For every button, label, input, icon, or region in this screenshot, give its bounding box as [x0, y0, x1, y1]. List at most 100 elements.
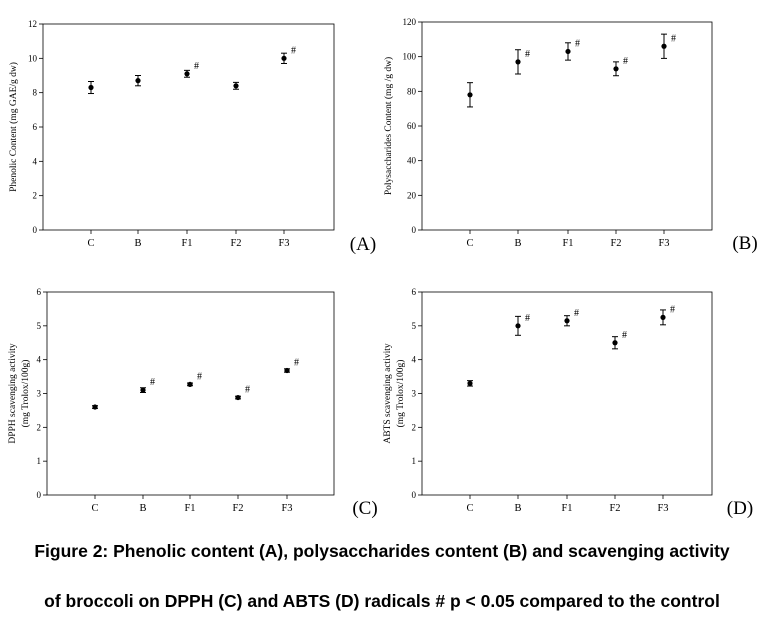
- y-tick-label: 3: [412, 389, 417, 399]
- significance-mark: #: [670, 304, 675, 315]
- y-tick-label: 8: [33, 88, 38, 98]
- y-axis-label-unit: (mg Trolox/100g): [20, 360, 31, 428]
- y-tick-label: 0: [412, 490, 417, 500]
- data-point: [92, 404, 98, 410]
- y-tick-label: 1: [37, 456, 42, 466]
- significance-mark: #: [291, 45, 296, 56]
- x-tick-label: F3: [658, 238, 669, 249]
- figure-caption-line-1: Figure 2: Phenolic content (A), polysacc…: [34, 541, 730, 561]
- x-tick-label: F1: [184, 503, 195, 514]
- x-tick-label: F2: [232, 503, 243, 514]
- significance-mark: #: [622, 330, 627, 341]
- data-point: [140, 387, 146, 393]
- significance-mark: #: [671, 33, 676, 44]
- data-point: [88, 84, 94, 91]
- y-tick-label: 4: [37, 355, 42, 365]
- y-tick-label: 100: [403, 52, 417, 62]
- y-tick-label: 2: [37, 422, 42, 432]
- significance-mark: #: [575, 38, 580, 49]
- x-tick-label: C: [91, 503, 98, 514]
- significance-mark: #: [525, 313, 530, 324]
- figure-caption-line-2: of broccoli on DPPH (C) and ABTS (D) rad…: [44, 591, 720, 611]
- data-point: [612, 340, 618, 346]
- data-point: [515, 59, 521, 65]
- data-point: [135, 78, 141, 84]
- x-tick-label: C: [87, 238, 94, 249]
- y-tick-label: 3: [37, 389, 42, 399]
- x-tick-label: F1: [561, 503, 572, 514]
- y-tick-label: 120: [403, 17, 417, 27]
- y-tick-label: 0: [33, 225, 38, 235]
- y-tick-label: 0: [412, 225, 417, 235]
- x-tick-label: B: [514, 238, 521, 249]
- plot-frame: [46, 291, 335, 496]
- y-tick-label: 80: [407, 86, 417, 96]
- x-tick-label: F2: [230, 238, 241, 249]
- x-tick-label: F2: [610, 238, 621, 249]
- chart-panel-b: 0 20 40 60 80 100 120 C B F1 F2 F3 # # # # Polysaccharid…: [383, 17, 758, 254]
- y-axis-label-unit: (mg Trolox/100g): [395, 360, 406, 428]
- y-tick-label: 0: [37, 490, 42, 500]
- panel-label: (A): [350, 234, 376, 255]
- y-axis-label: DPPH scavenging activity: [8, 343, 18, 444]
- y-tick-label: 60: [407, 121, 417, 131]
- x-tick-label: C: [466, 238, 473, 249]
- data-point: [613, 66, 619, 72]
- data-point: [184, 71, 190, 77]
- y-tick-label: 6: [412, 287, 417, 297]
- y-axis-label: Phenolic Content (mg GAE/g dw): [8, 62, 19, 192]
- x-tick-label: F1: [181, 238, 192, 249]
- data-point: [467, 92, 473, 98]
- significance-mark: #: [194, 61, 199, 72]
- y-tick-label: 40: [407, 156, 417, 166]
- significance-mark: #: [574, 308, 579, 319]
- data-point: [661, 43, 667, 49]
- chart-panel-a: 0 2 4 6 8 10 12 C B F1 F2 F3 # # Phenolic Content (mg …: [8, 19, 376, 255]
- x-tick-label: F3: [281, 503, 292, 514]
- y-axis-label: Polysaccharides Content (mg /g dw): [383, 57, 394, 195]
- x-tick-label: C: [466, 503, 473, 514]
- panel-label: (B): [732, 233, 757, 254]
- y-tick-label: 5: [412, 321, 417, 331]
- y-tick-label: 4: [33, 156, 38, 166]
- y-tick-label: 1: [412, 456, 417, 466]
- y-tick-label: 4: [412, 355, 417, 365]
- y-tick-label: 10: [28, 53, 38, 63]
- x-tick-label: B: [514, 503, 521, 514]
- data-point: [565, 48, 571, 55]
- significance-mark: #: [623, 56, 628, 67]
- x-tick-label: F2: [609, 503, 620, 514]
- significance-mark: #: [294, 357, 299, 368]
- data-point: [235, 394, 241, 401]
- y-tick-label: 12: [28, 19, 37, 29]
- chart-panel-d: 0 1 2 3 4 5 6 C B F1 F2 F3 # # # # ABTS scavenging activ…: [383, 287, 753, 519]
- chart-panel-c: 0 1 2 3 4 5 6 C B F1 F2 F3 # # # # DPPH scavenging activ…: [8, 287, 378, 519]
- data-point: [515, 323, 521, 329]
- y-tick-label: 6: [33, 122, 38, 132]
- x-tick-label: F1: [562, 238, 573, 249]
- y-tick-label: 2: [33, 191, 38, 201]
- y-tick-label: 5: [37, 321, 42, 331]
- y-tick-label: 6: [37, 287, 42, 297]
- x-tick-label: F3: [657, 503, 668, 514]
- x-tick-label: B: [134, 238, 141, 249]
- data-point: [187, 381, 193, 387]
- data-point: [467, 380, 473, 386]
- significance-mark: #: [150, 377, 155, 388]
- y-tick-label: 20: [407, 190, 417, 200]
- data-point: [564, 318, 570, 324]
- significance-mark: #: [245, 385, 250, 396]
- data-point: [660, 314, 666, 320]
- significance-mark: #: [197, 371, 202, 382]
- y-tick-label: 2: [412, 422, 417, 432]
- panel-label: (D): [727, 498, 753, 519]
- panel-label: (C): [352, 498, 377, 519]
- data-point: [233, 83, 239, 89]
- y-axis-label: ABTS scavenging activity: [383, 343, 393, 444]
- data-point: [284, 367, 290, 374]
- x-tick-label: F3: [278, 238, 289, 249]
- x-tick-label: B: [139, 503, 146, 514]
- significance-mark: #: [525, 49, 530, 60]
- data-point: [281, 55, 287, 61]
